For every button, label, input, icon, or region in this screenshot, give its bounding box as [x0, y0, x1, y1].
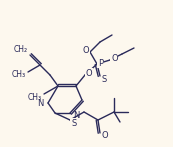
- Text: P: P: [98, 59, 103, 67]
- Text: O: O: [111, 54, 118, 62]
- Text: N: N: [73, 112, 79, 121]
- Text: CH₃: CH₃: [28, 92, 42, 101]
- Text: S: S: [102, 75, 107, 83]
- Text: N: N: [38, 100, 44, 108]
- Text: O: O: [82, 46, 89, 55]
- Text: CH₃: CH₃: [12, 70, 26, 78]
- Text: O: O: [86, 69, 93, 77]
- Text: O: O: [102, 132, 109, 141]
- Text: CH₂: CH₂: [14, 45, 28, 54]
- Text: S: S: [71, 118, 76, 127]
